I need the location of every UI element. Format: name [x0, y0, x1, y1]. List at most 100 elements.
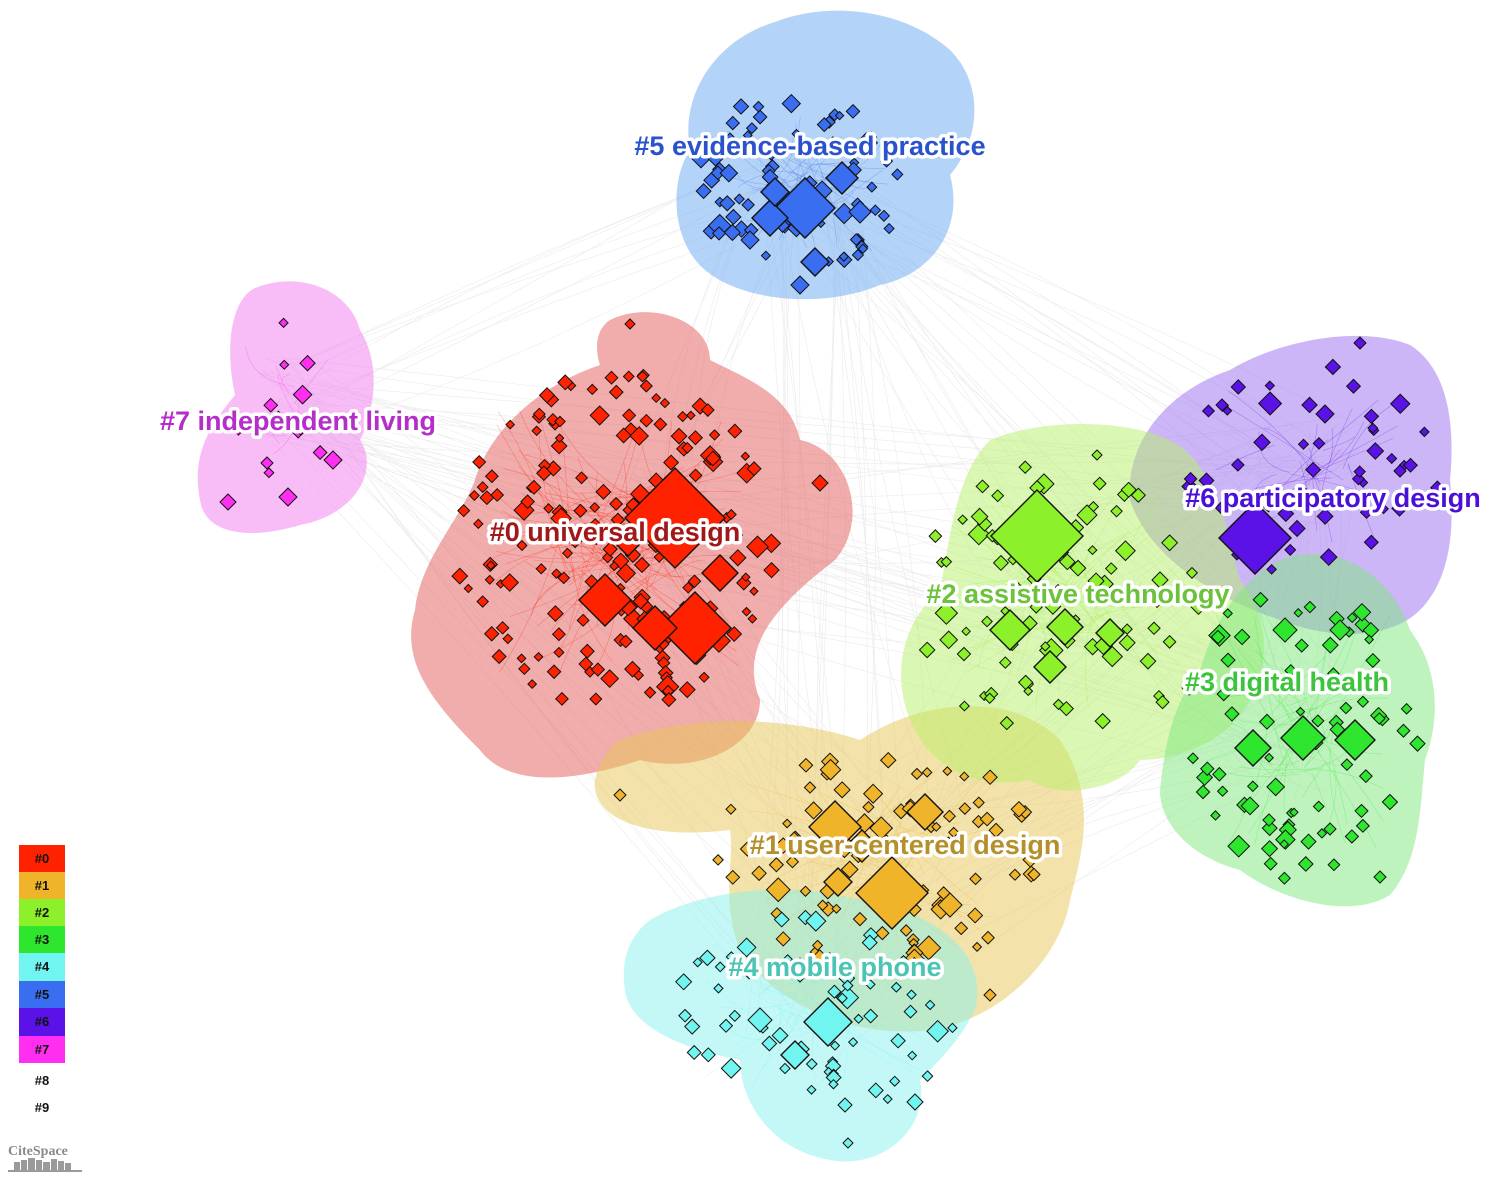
cluster-1-node-1 — [774, 837, 792, 854]
cluster-3-node-51 — [1275, 829, 1296, 850]
cluster-0-node-5 — [457, 504, 471, 518]
cluster-2-node-60 — [970, 507, 989, 526]
cluster-3-node-80 — [1373, 870, 1387, 884]
cluster-0-node-89 — [555, 691, 569, 706]
cluster-4-node-44 — [947, 1022, 958, 1034]
cluster-2-node-29 — [956, 646, 972, 662]
cluster-label-4: #4 mobile phone — [728, 952, 941, 982]
cluster-0-node-106 — [476, 481, 489, 494]
cluster-1-node-8 — [969, 872, 982, 886]
cluster-1-node-67 — [869, 816, 894, 841]
cluster-2-node-12 — [1011, 580, 1022, 591]
cluster-2-node-59 — [1087, 545, 1098, 556]
cluster-0-node-57 — [557, 571, 571, 585]
cluster-1-node-60 — [751, 865, 767, 882]
cluster-4-node-22 — [684, 1018, 701, 1035]
cluster-5-node-29 — [725, 208, 742, 226]
cluster-2-node-7 — [940, 555, 953, 568]
cluster-5-node-57 — [834, 110, 845, 121]
cluster-3-node-45 — [1327, 858, 1341, 872]
cluster-7-node-3 — [232, 422, 245, 436]
cluster-1-node-54 — [867, 954, 892, 979]
cluster-6-node-8 — [1231, 458, 1245, 472]
cluster-6-node-21 — [1253, 433, 1271, 452]
cluster-0-node-95 — [586, 383, 599, 396]
cluster-0-node-158 — [763, 561, 780, 579]
cluster-3-node-20 — [1396, 723, 1411, 738]
legend-label-0: #0 — [35, 851, 49, 866]
cluster-3-node-59 — [1354, 803, 1369, 819]
cluster-0-node-39 — [550, 437, 568, 455]
cluster-1-node-15 — [775, 931, 791, 947]
cluster-2-node-4 — [1161, 534, 1179, 552]
cluster-0-node-168 — [729, 549, 747, 567]
cluster-0-node-117 — [516, 653, 527, 664]
cluster-1-node-61 — [831, 903, 842, 914]
cluster-3-node-11 — [1354, 615, 1372, 633]
cluster-4-node-28 — [841, 979, 854, 992]
cluster-3-node-13 — [1246, 780, 1259, 793]
cluster-3-node-49 — [1300, 833, 1317, 850]
cluster-0-node-44 — [746, 461, 762, 477]
legend-swatch-0 — [19, 845, 65, 872]
cluster-1-node-79 — [971, 941, 983, 952]
cluster-0-node-48 — [557, 374, 574, 391]
cluster-3-node-72 — [1364, 634, 1375, 645]
cluster-0-node-132 — [576, 613, 590, 627]
cluster-1-node-17 — [982, 769, 998, 786]
legend-swatch-3 — [19, 926, 65, 953]
cluster-0-node-178 — [554, 415, 566, 428]
cluster-0-node-90 — [740, 451, 751, 461]
cluster-2-node-74 — [975, 479, 990, 494]
cluster-4-node-27 — [926, 1019, 950, 1043]
cluster-4-node-57 — [828, 1078, 839, 1090]
cluster-4-node-13 — [725, 951, 738, 963]
cluster-2-node-48 — [991, 489, 1005, 503]
cluster-6-node-29 — [1402, 457, 1419, 473]
cluster-4-node-29 — [761, 1035, 778, 1052]
cluster-4-node-41 — [782, 954, 794, 965]
legend-label-6: #6 — [35, 1014, 49, 1029]
cluster-6-node-7 — [1366, 442, 1385, 460]
cluster-2-node-24 — [1040, 641, 1051, 652]
cluster-4-node-58 — [675, 973, 693, 991]
cluster-1-node-74 — [976, 832, 993, 849]
legend-label-8: #8 — [35, 1073, 49, 1088]
cluster-0-node-182 — [520, 494, 535, 510]
cluster-1-node-41 — [739, 841, 756, 857]
cluster-4-node-20 — [903, 1004, 918, 1019]
cluster-1-node-5 — [954, 921, 969, 936]
cluster-0-node-140 — [546, 664, 562, 680]
cluster-4-node-18 — [699, 949, 716, 967]
cluster-6-node-41 — [1367, 422, 1379, 434]
cluster-5-node-41 — [791, 128, 802, 139]
cluster-label-5: #5 evidence-based practice — [634, 131, 985, 161]
cluster-hull-7 — [197, 281, 374, 533]
cluster-legend: #0 #1 #2 #3 #4 #5 #6 #7 #8 #9 — [19, 845, 65, 1115]
cluster-0-node-110 — [632, 593, 649, 610]
cluster-7-node-14 — [278, 487, 298, 507]
cluster-0-node-145 — [551, 627, 566, 642]
cluster-4-node-56 — [678, 1008, 692, 1023]
cluster-1-node-6 — [981, 930, 995, 945]
cluster-0-node-144 — [659, 397, 671, 409]
cluster-0-node-183 — [589, 692, 603, 706]
cluster-4-node-52 — [718, 1018, 734, 1033]
cluster-2-node-31 — [999, 715, 1015, 731]
cluster-0-node-84 — [473, 518, 484, 530]
cluster-5-node-66 — [866, 131, 878, 143]
cluster-6-node-40 — [1300, 487, 1311, 498]
cluster-6-node-3 — [1263, 501, 1274, 513]
cluster-4-node-50 — [739, 959, 760, 980]
cluster-6-node-4 — [1378, 503, 1389, 515]
cluster-5-node-69 — [869, 204, 882, 217]
cluster-5-node-11 — [879, 154, 894, 168]
cluster-4-node-59 — [829, 1040, 841, 1051]
cluster-1-node-44 — [811, 949, 828, 966]
cluster-1-node-69 — [833, 781, 851, 799]
cluster-4-node-65 — [787, 957, 813, 983]
cluster-4-node-16 — [827, 984, 842, 999]
cluster-0-node-19 — [622, 408, 637, 423]
cluster-1-node-92 — [906, 793, 944, 831]
cluster-0-node-99 — [589, 405, 610, 426]
